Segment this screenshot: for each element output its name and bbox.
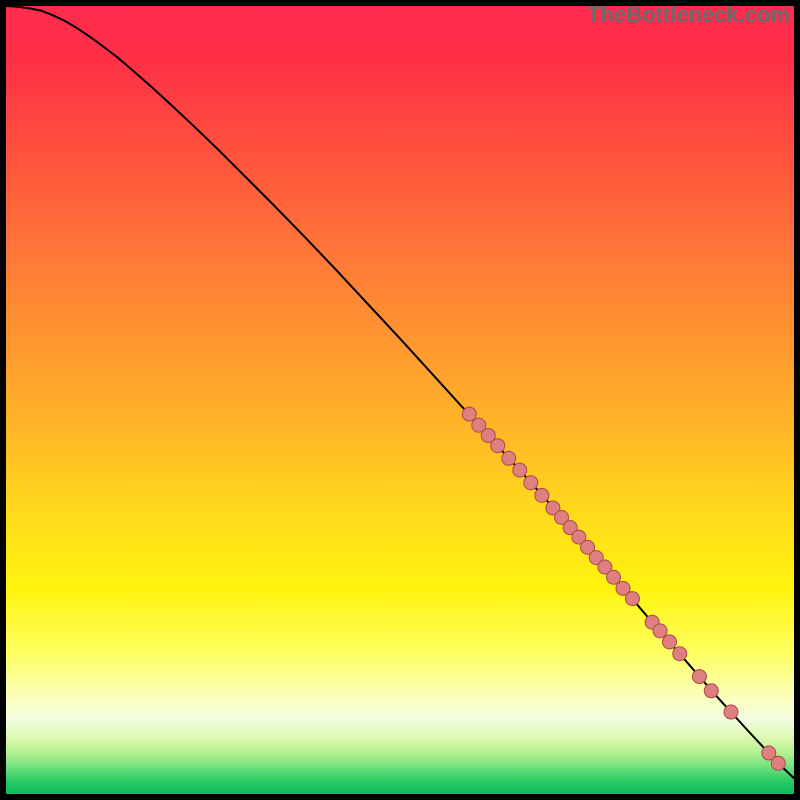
scatter-point: [704, 684, 718, 698]
scatter-point: [462, 407, 476, 421]
scatter-point: [607, 570, 621, 584]
scatter-point: [502, 451, 516, 465]
scatter-point: [491, 439, 505, 453]
scatter-point: [513, 463, 527, 477]
scatter-point: [673, 647, 687, 661]
scatter-point: [625, 592, 639, 606]
scatter-point: [771, 756, 785, 770]
scatter-point: [724, 705, 738, 719]
scatter-point: [653, 624, 667, 638]
scatter-point: [524, 476, 538, 490]
scatter-point: [692, 670, 706, 684]
chart-container: TheBottleneck.com: [0, 0, 800, 800]
chart-svg: [0, 0, 800, 800]
scatter-point: [663, 635, 677, 649]
heatmap-background: [6, 6, 794, 794]
scatter-point: [535, 488, 549, 502]
